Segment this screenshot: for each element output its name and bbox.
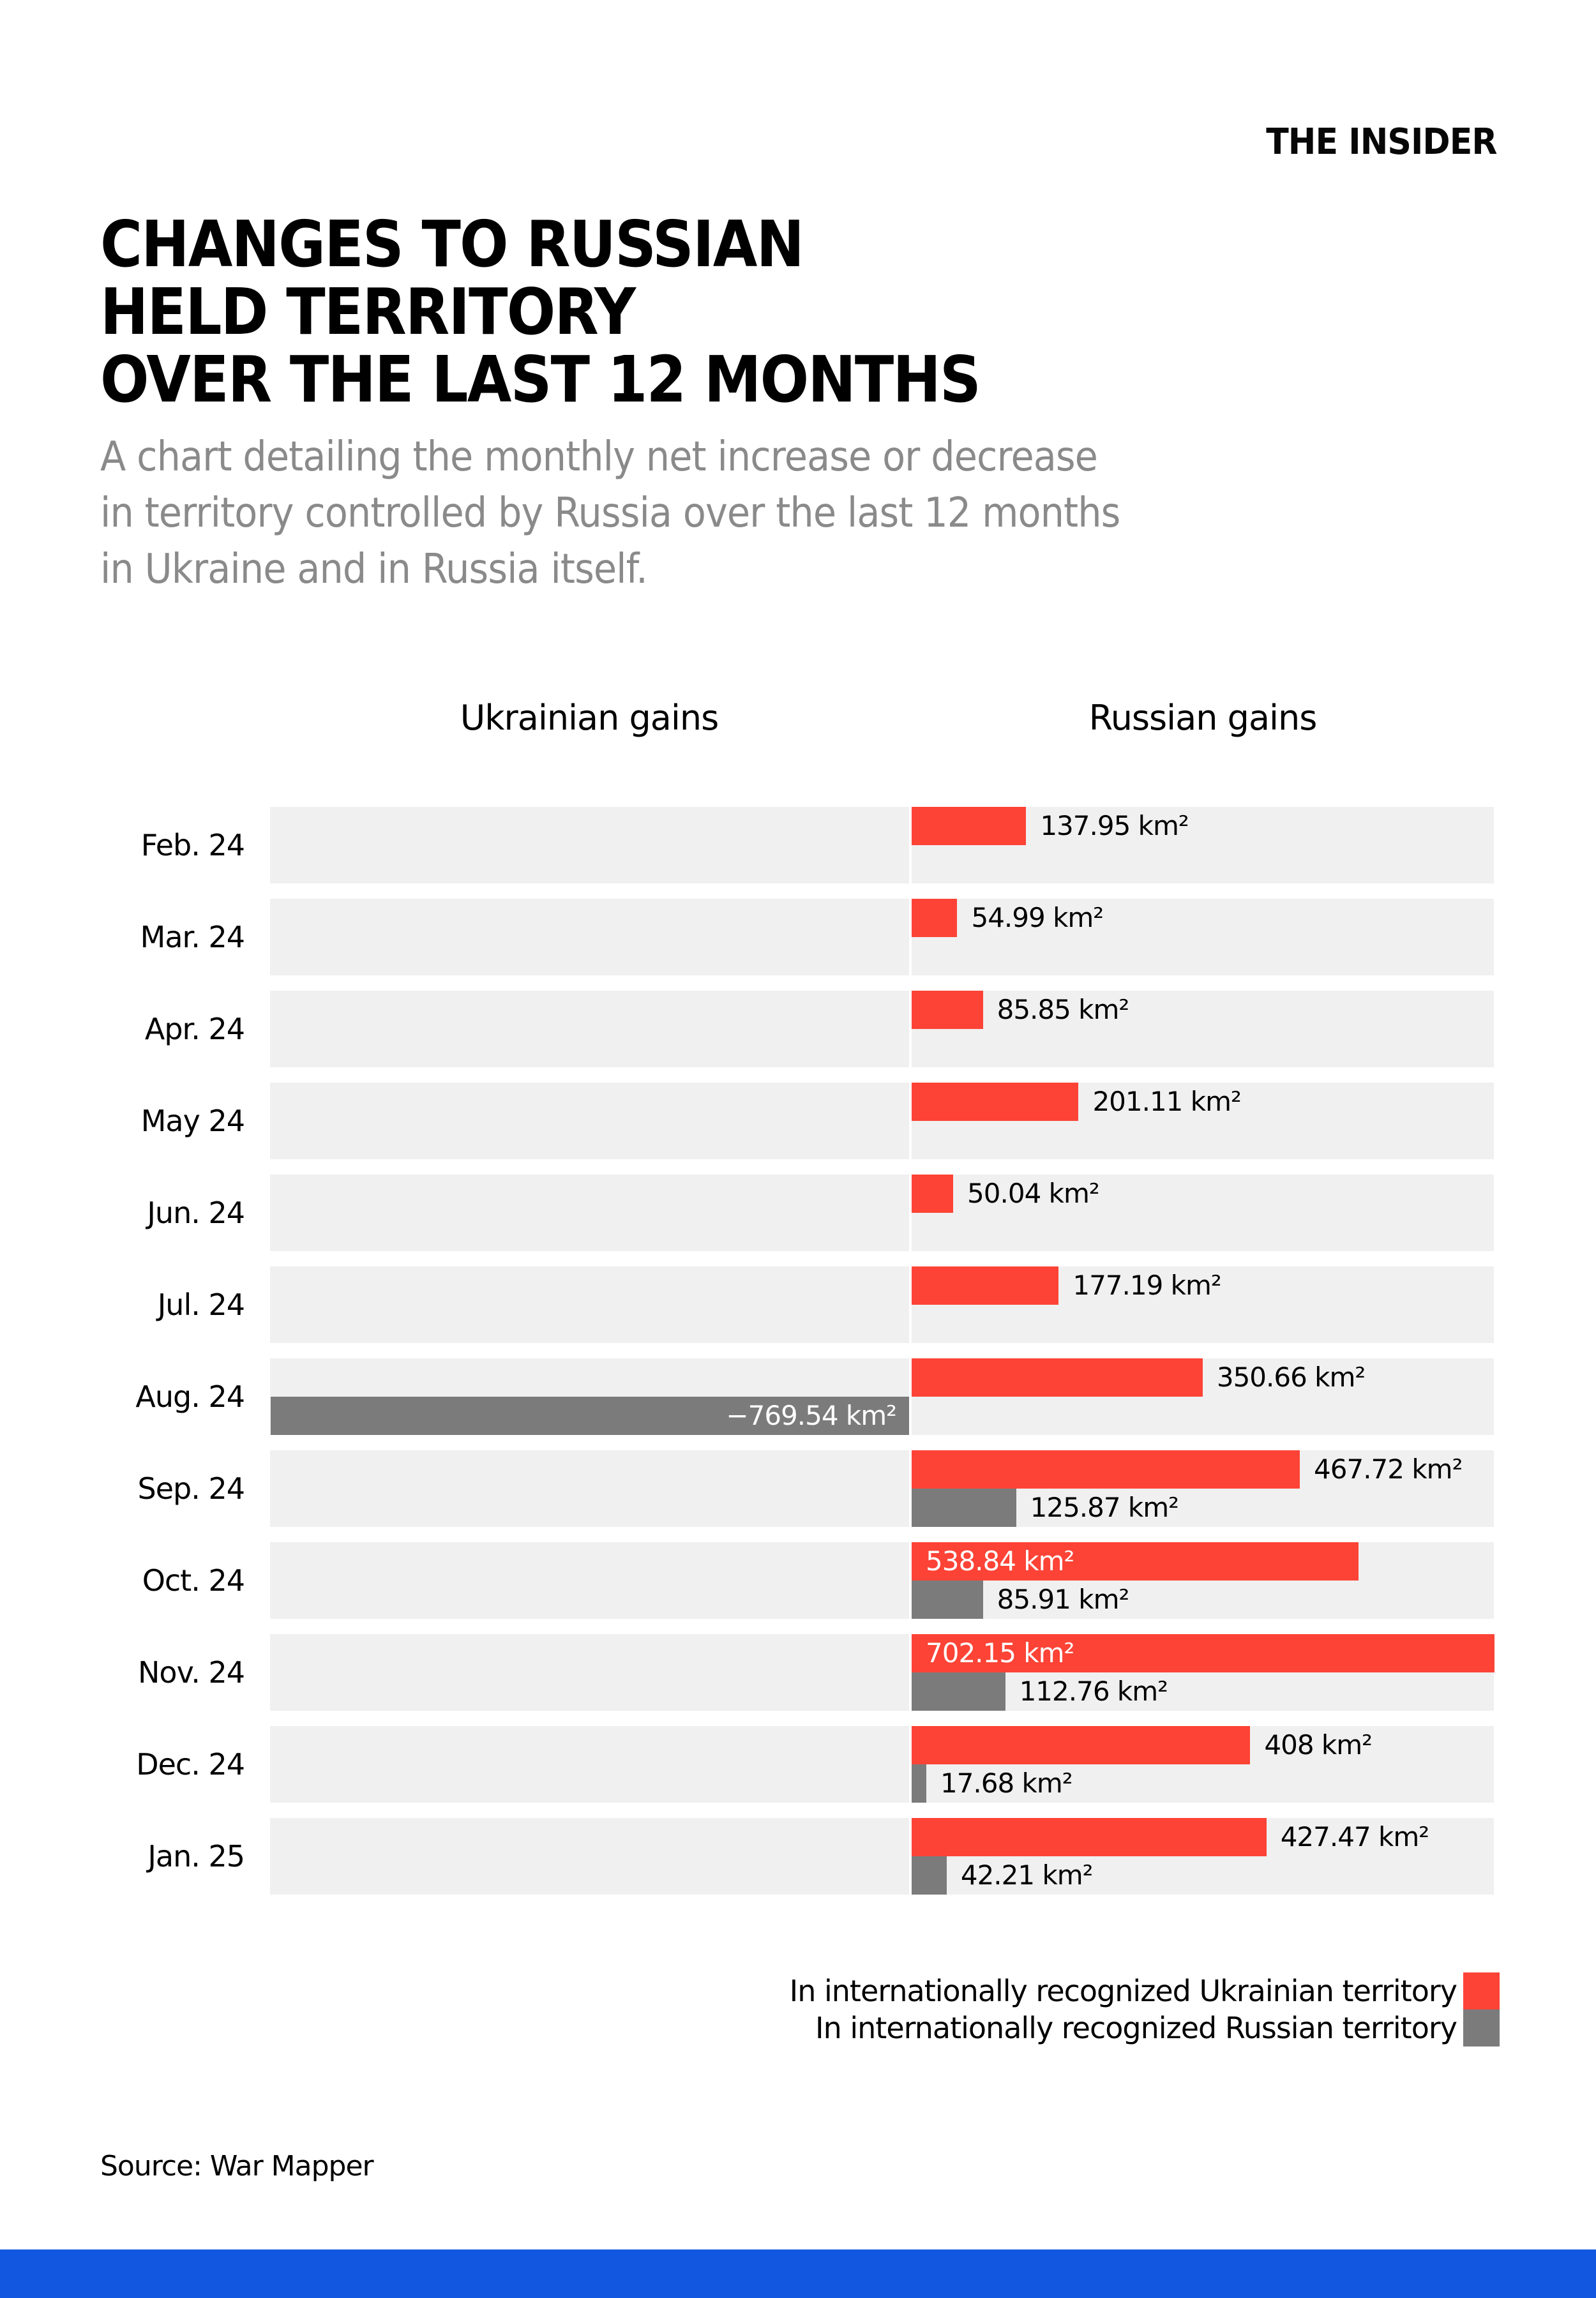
bar-ukrainian-territory bbox=[912, 1358, 1203, 1397]
value-label-ukrainian-territory: 50.04 km² bbox=[967, 1178, 1100, 1209]
chart-row-may-24: May 24 201.11 km² bbox=[141, 1083, 1494, 1159]
bar-ukrainian-territory bbox=[912, 1726, 1251, 1764]
legend-label-ukrainian-territory: In internationally recognized Ukrainian … bbox=[789, 1974, 1457, 2008]
month-label: Jan. 25 bbox=[147, 1839, 245, 1874]
value-label-russian-territory: 112.76 km² bbox=[1019, 1676, 1168, 1707]
page-title-line-2: HELD TERRITORY bbox=[100, 274, 636, 349]
axis-line bbox=[909, 1634, 912, 1711]
month-label: Oct. 24 bbox=[142, 1563, 245, 1598]
axis-line bbox=[909, 1450, 912, 1527]
month-label: Sep. 24 bbox=[137, 1471, 245, 1506]
bar-ukrainian-territory bbox=[912, 807, 1027, 845]
value-label-ukrainian-territory: 54.99 km² bbox=[971, 902, 1104, 933]
month-label: Jun. 24 bbox=[147, 1196, 245, 1230]
legend-item-ukrainian-territory: In internationally recognized Ukrainian … bbox=[790, 1972, 1500, 2009]
footer-accent-bar bbox=[0, 2249, 1596, 2298]
value-label-russian-territory: 85.91 km² bbox=[997, 1584, 1130, 1615]
bar-russian-territory bbox=[912, 1856, 947, 1895]
axis-line bbox=[909, 1175, 912, 1251]
page-title-line-3: OVER THE LAST 12 MONTHS bbox=[100, 342, 981, 417]
value-label-ukrainian-territory: 177.19 km² bbox=[1073, 1270, 1221, 1301]
chart-row-jun-24: Jun. 24 50.04 km² bbox=[147, 1175, 1494, 1251]
page-subtitle: A chart detailing the monthly net increa… bbox=[100, 429, 1208, 597]
the-insider-logo: THE INSIDER bbox=[1266, 121, 1498, 163]
page-title: CHANGES TO RUSSIAN HELD TERRITORY OVER T… bbox=[100, 211, 1078, 414]
legend: In internationally recognized Ukrainian … bbox=[790, 1972, 1500, 2046]
bar-ukrainian-territory bbox=[912, 1634, 1494, 1672]
bar-russian-territory bbox=[912, 1489, 1016, 1527]
value-label-ukrainian-territory: 467.72 km² bbox=[1314, 1453, 1463, 1485]
bar-ukrainian-territory bbox=[912, 1542, 1359, 1581]
bar-ukrainian-territory bbox=[912, 1083, 1079, 1121]
column-header-ukrainian-gains: Ukrainian gains bbox=[460, 698, 719, 738]
value-label-ukrainian-territory: 427.47 km² bbox=[1280, 1821, 1429, 1852]
bar-ukrainian-territory bbox=[912, 1266, 1059, 1305]
chart-row-mar-24: Mar. 24 54.99 km² bbox=[140, 899, 1494, 975]
legend-swatch-red bbox=[1463, 1972, 1500, 2009]
axis-line bbox=[909, 1818, 912, 1895]
bar-ukrainian-territory bbox=[912, 1818, 1267, 1856]
bar-ukrainian-territory bbox=[912, 899, 958, 937]
value-label-ukrainian-territory: 137.95 km² bbox=[1040, 810, 1189, 841]
value-label-russian-territory: −769.54 km² bbox=[726, 1400, 897, 1431]
axis-line bbox=[909, 807, 912, 883]
month-label: Nov. 24 bbox=[138, 1655, 245, 1690]
month-label: Apr. 24 bbox=[144, 1012, 245, 1046]
chart-row-jan-25: Jan. 25 427.47 km² 42.21 km² bbox=[147, 1818, 1494, 1895]
bar-ukrainian-territory bbox=[912, 1450, 1300, 1489]
axis-line bbox=[909, 1726, 912, 1803]
chart-row-dec-24: Dec. 24 408 km² 17.68 km² bbox=[136, 1726, 1494, 1803]
value-label-ukrainian-territory: 408 km² bbox=[1264, 1729, 1373, 1761]
value-label-russian-territory: 17.68 km² bbox=[940, 1768, 1073, 1799]
month-label: Mar. 24 bbox=[140, 920, 245, 954]
month-label: Aug. 24 bbox=[135, 1379, 245, 1414]
bar-ukrainian-territory bbox=[912, 1175, 954, 1213]
chart-row-sep-24: Sep. 24 467.72 km² 125.87 km² bbox=[138, 1450, 1494, 1527]
month-label: Feb. 24 bbox=[140, 828, 245, 862]
value-label-russian-territory: 42.21 km² bbox=[960, 1859, 1094, 1891]
value-label-ukrainian-territory: 702.15 km² bbox=[926, 1637, 1074, 1669]
value-label-ukrainian-territory: 538.84 km² bbox=[926, 1545, 1074, 1577]
source-credit: Source: War Mapper bbox=[100, 2150, 374, 2182]
legend-swatch-gray bbox=[1463, 2009, 1500, 2046]
bar-russian-territory bbox=[912, 1581, 983, 1619]
month-label: May 24 bbox=[140, 1104, 245, 1138]
bar-russian-territory bbox=[270, 1397, 909, 1435]
value-label-ukrainian-territory: 201.11 km² bbox=[1092, 1086, 1241, 1117]
page-subtitle-line-3: in Ukraine and in Russia itself. bbox=[100, 546, 648, 593]
axis-line bbox=[909, 1542, 912, 1619]
value-label-ukrainian-territory: 85.85 km² bbox=[997, 994, 1130, 1025]
legend-label-russian-territory: In internationally recognized Russian te… bbox=[815, 2011, 1457, 2045]
axis-line bbox=[909, 1083, 912, 1159]
chart-row-jul-24: Jul. 24 177.19 km² bbox=[158, 1266, 1494, 1343]
axis-line bbox=[909, 1266, 912, 1343]
legend-item-russian-territory: In internationally recognized Russian te… bbox=[790, 2009, 1500, 2046]
axis-line bbox=[909, 899, 912, 975]
page-title-line-1: CHANGES TO RUSSIAN bbox=[100, 207, 804, 282]
chart-row-apr-24: Apr. 24 85.85 km² bbox=[145, 991, 1494, 1067]
bar-russian-territory bbox=[912, 1672, 1005, 1711]
value-label-russian-territory: 125.87 km² bbox=[1030, 1492, 1179, 1523]
page-subtitle-line-2: in territory controlled by Russia over t… bbox=[100, 490, 1120, 537]
chart-row-feb-24: Feb. 24 137.95 km² bbox=[141, 807, 1494, 883]
page-subtitle-line-1: A chart detailing the monthly net increa… bbox=[100, 433, 1098, 481]
axis-line bbox=[909, 1358, 912, 1435]
chart-row-nov-24: Nov. 24 702.15 km² 112.76 km² bbox=[138, 1634, 1494, 1711]
bar-ukrainian-territory bbox=[912, 991, 983, 1029]
month-label: Jul. 24 bbox=[157, 1288, 245, 1322]
value-label-ukrainian-territory: 350.66 km² bbox=[1216, 1362, 1366, 1393]
chart-row-aug-24: Aug. 24 350.66 km² −769.54 km² bbox=[135, 1358, 1494, 1435]
bar-russian-territory bbox=[912, 1764, 926, 1803]
column-header-russian-gains: Russian gains bbox=[1088, 698, 1318, 738]
axis-line bbox=[909, 991, 912, 1067]
chart-row-oct-24: Oct. 24 538.84 km² 85.91 km² bbox=[142, 1542, 1494, 1619]
month-label: Dec. 24 bbox=[136, 1747, 245, 1782]
